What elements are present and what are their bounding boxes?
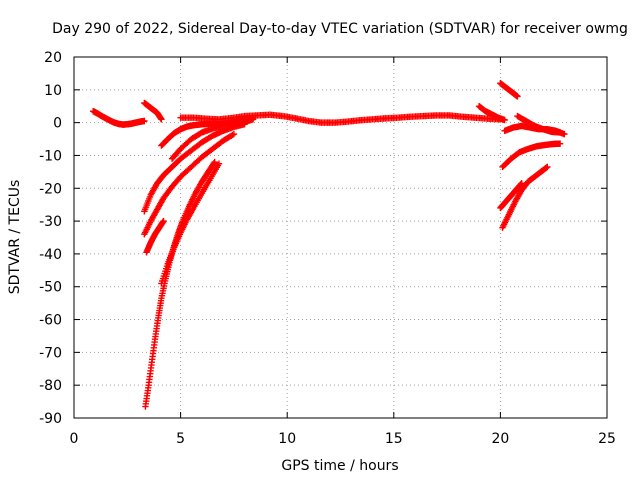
data-point [556,129,564,136]
y-tick-label: 10 [44,83,62,99]
grid [74,57,607,418]
y-tick-label: -60 [39,313,62,329]
x-tick-label: 0 [70,431,79,447]
x-tick-label: 25 [598,431,616,447]
x-axis-title: GPS time / hours [281,458,398,474]
series-late-pass-7 [499,163,551,231]
data-point [514,93,521,100]
series-arc-4 [141,121,248,215]
series-late-pass-4 [514,112,564,136]
y-tick-label: -80 [39,378,62,394]
data-point [544,163,551,171]
y-tick-label: 0 [53,116,62,132]
series-late-pass-5 [499,140,564,171]
series-arc-8 [142,158,218,410]
data-point [158,116,165,123]
y-tick-label: 20 [44,50,62,66]
data-marks [89,80,568,410]
x-tick-label: 15 [385,431,403,447]
x-tick-label: 5 [176,431,185,447]
series-late-pass-2 [475,103,508,124]
data-point [230,130,238,138]
series-near-zero-band-1 [89,107,148,128]
data-point [556,140,564,147]
y-tick-label: -30 [39,214,62,230]
data-point [211,158,218,166]
data-point [229,131,236,139]
series-late-pass-6 [497,180,525,212]
y-axis-title: SDTVAR / TECUs [7,180,23,295]
data-point [241,121,248,128]
y-tick-label: -50 [39,280,62,296]
series-arc-5 [141,130,238,238]
data-point [141,117,148,125]
y-tick-label: -10 [39,148,62,164]
data-point [501,116,508,124]
y-tick-label: -90 [39,411,62,427]
data-point [561,130,568,138]
series-near-zero-band-2 [177,111,504,126]
data-point [160,217,167,225]
data-point [249,116,257,123]
y-tick-label: -70 [39,345,62,361]
data-point [210,160,218,167]
y-tick-label: -40 [39,247,62,263]
series-late-pass-1 [497,80,521,100]
y-tick-label: -20 [39,181,62,197]
plot-frame [73,56,608,419]
series-arc-1 [141,99,165,123]
chart-title: Day 290 of 2022, Sidereal Day-to-day VTE… [52,21,628,37]
x-tick-label: 20 [491,431,509,447]
x-tick-label: 10 [278,431,296,447]
axis-ticks: 0 5 10 15 20 25 20 10 0 -10 -20 -30 -40 -50 -60 -70 -80 -… [39,50,616,447]
series-arc-6 [143,217,167,256]
